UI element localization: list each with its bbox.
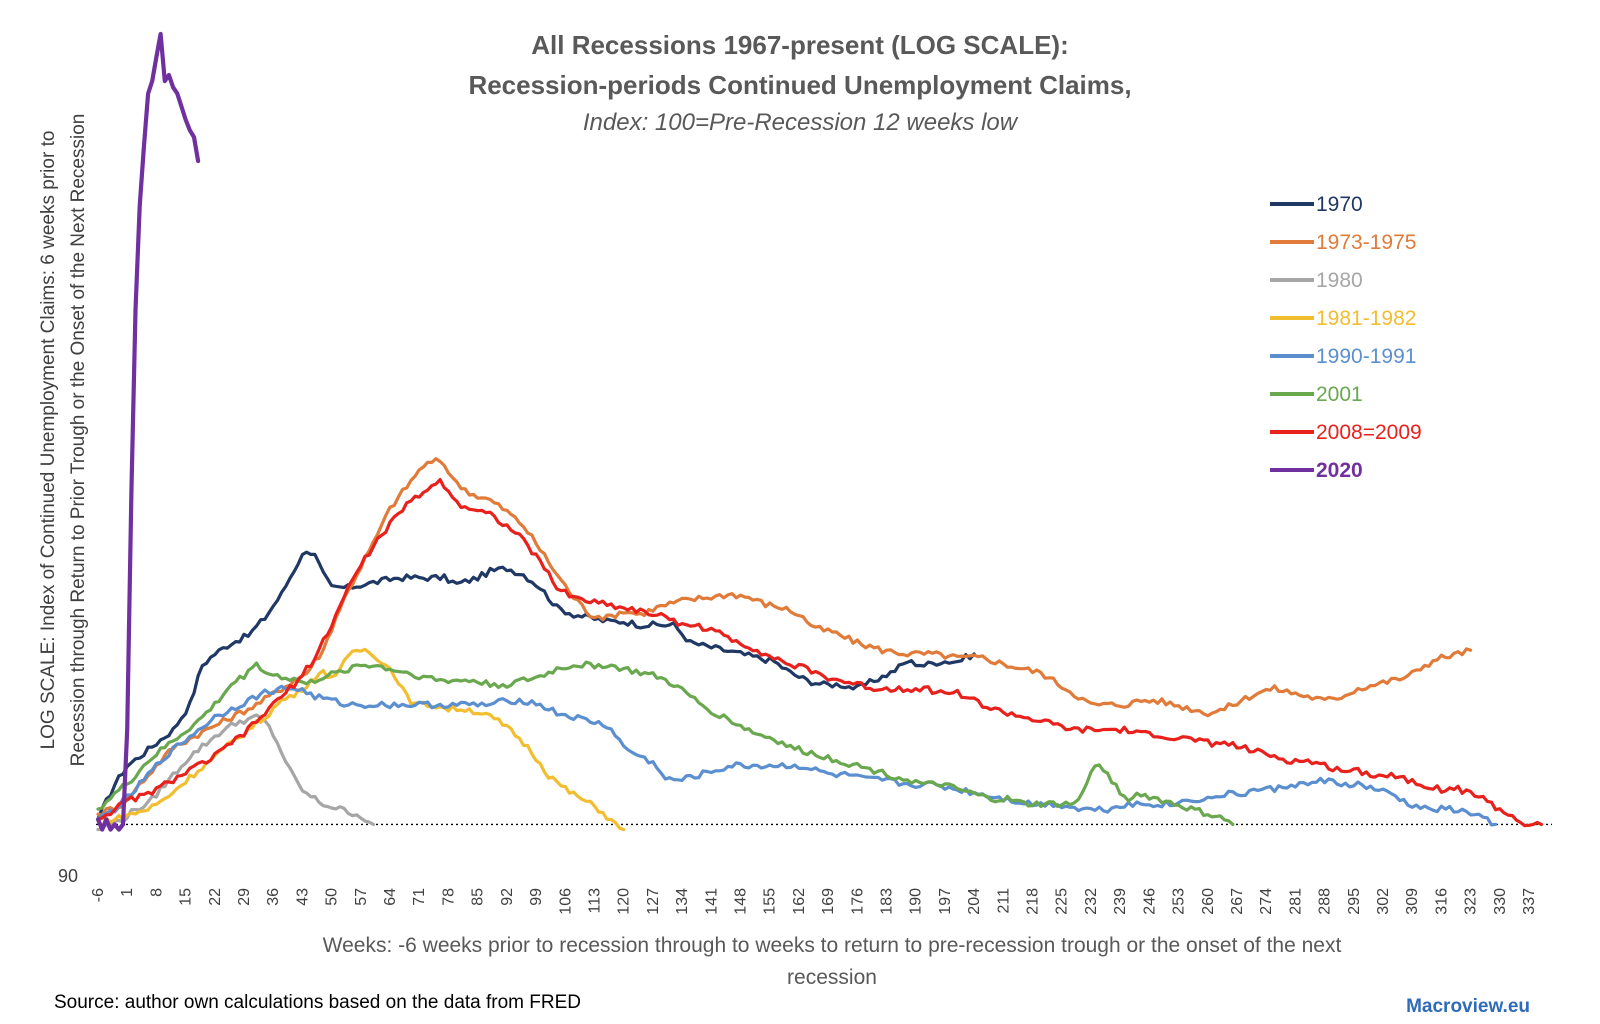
x-tick-label: 316 (1433, 888, 1450, 915)
x-tick-label: 127 (645, 888, 662, 915)
x-tick-label: 78 (440, 888, 457, 906)
legend-label-1970: 1970 (1316, 193, 1363, 216)
x-tick-label: 225 (1054, 888, 1071, 915)
legend-label-1980: 1980 (1316, 269, 1363, 292)
x-tick-label: 1 (119, 888, 136, 897)
y-tick-label: 90 (58, 866, 78, 886)
x-tick-label: 204 (966, 888, 983, 915)
x-tick-label: 211 (995, 888, 1012, 914)
x-tick-label: 29 (236, 888, 253, 906)
x-tick-label: 267 (1229, 888, 1246, 915)
series-line-1970 (96, 550, 976, 821)
x-tick-label: 218 (1025, 888, 1042, 915)
x-tick-label: 148 (732, 888, 749, 915)
x-tick-label: 232 (1083, 888, 1100, 915)
x-tick-label: 190 (908, 888, 925, 915)
x-tick-label: 141 (703, 888, 720, 915)
source-note: Source: author own calculations based on… (54, 992, 582, 1013)
x-tick-label: 337 (1521, 888, 1538, 915)
x-tick-label: 309 (1404, 888, 1421, 915)
x-tick-label: 155 (762, 888, 779, 915)
x-tick-label: 330 (1492, 888, 1509, 915)
x-tick-label: 113 (586, 888, 603, 914)
series-line-2001 (96, 660, 1235, 826)
chart-title: All Recessions 1967-present (LOG SCALE): (531, 30, 1068, 60)
x-tick-label: 253 (1171, 888, 1188, 915)
x-tick-label: 57 (353, 888, 370, 906)
legend-label-1981-1982: 1981-1982 (1316, 307, 1416, 330)
x-tick-label: 134 (674, 888, 691, 915)
x-tick-label: 64 (382, 888, 399, 906)
legend-label-2008=2009: 2008=2009 (1316, 421, 1422, 444)
series-lines (95, 31, 1544, 832)
y-axis-label-line2: Recession through Return to Prior Trough… (68, 114, 89, 767)
x-tick-label: 197 (937, 888, 954, 915)
x-tick-labels: -6 1 8 15 22 29 36 43 50 57 64 71 78 85 92 99 106 113 120 1… (90, 888, 1538, 915)
x-tick-label: 99 (528, 888, 545, 906)
x-tick-label: 120 (616, 888, 633, 915)
x-tick-label: 15 (178, 888, 195, 906)
x-tick-label: 36 (265, 888, 282, 906)
legend: 1970 1973-1975 1980 1981-1982 1990-1991 2001 2… (1270, 193, 1422, 482)
x-axis-label-line2: recession (787, 966, 877, 989)
x-tick-label: 22 (207, 888, 224, 906)
legend-label-1973-1975: 1973-1975 (1316, 231, 1416, 254)
x-tick-label: 239 (1112, 888, 1129, 915)
brand-label: Macroview.eu (1406, 996, 1530, 1017)
x-tick-label: 281 (1287, 888, 1304, 915)
series-line-2020 (95, 31, 201, 832)
x-tick-label: 288 (1317, 888, 1334, 915)
x-tick-label: 246 (1141, 888, 1158, 915)
chart-subtitle: Recession-periods Continued Unemployment… (468, 70, 1131, 100)
x-tick-label: 85 (470, 888, 487, 906)
legend-label-2001: 2001 (1316, 383, 1363, 406)
x-axis-label-line1: Weeks: -6 weeks prior to recession throu… (323, 934, 1342, 957)
x-tick-label: 176 (849, 888, 866, 915)
series-line-2008=2009 (96, 478, 1544, 828)
x-tick-label: 106 (557, 888, 574, 915)
x-tick-label: 302 (1375, 888, 1392, 915)
x-tick-label: 169 (820, 888, 837, 915)
x-tick-label: -6 (90, 888, 107, 902)
legend-label-2020: 2020 (1316, 459, 1363, 482)
legend-label-1990-1991: 1990-1991 (1316, 345, 1416, 368)
x-tick-label: 92 (499, 888, 516, 906)
x-tick-label: 8 (148, 888, 165, 897)
chart-subtitle-index: Index: 100=Pre-Recession 12 weeks low (583, 109, 1019, 136)
x-tick-label: 71 (411, 888, 428, 906)
x-tick-label: 43 (294, 888, 311, 906)
x-tick-label: 183 (879, 888, 896, 915)
y-axis-label-line1: LOG SCALE: Index of Continued Unemployme… (38, 131, 59, 750)
x-tick-label: 50 (324, 888, 341, 906)
x-tick-label: 274 (1258, 888, 1275, 915)
series-line-1981-1982 (96, 647, 626, 832)
series-line-1990-1991 (96, 684, 1498, 827)
series-line-1980 (96, 713, 375, 832)
x-tick-label: 323 (1463, 888, 1480, 915)
series-line-1973-1975 (96, 457, 1473, 817)
x-tick-label: 162 (791, 888, 808, 915)
x-tick-label: 260 (1200, 888, 1217, 915)
x-tick-label: 295 (1346, 888, 1363, 915)
